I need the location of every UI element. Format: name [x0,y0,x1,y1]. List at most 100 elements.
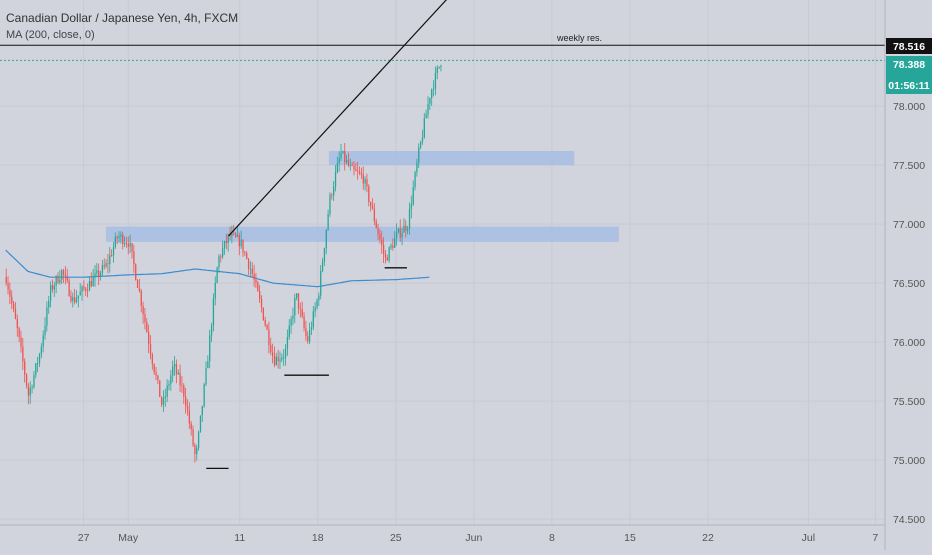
candle-body [284,348,287,358]
time-axis[interactable]: 27 May 11 18 25 Jun 8 15 22 Jul 7 [0,524,885,544]
candle-body [307,335,309,342]
candle-body [246,253,248,259]
candles [5,64,442,463]
candle-body [172,366,174,376]
candle-body [314,307,316,312]
candle-body [101,265,104,273]
candle-body [342,151,344,153]
price-tick-label: 76.500 [893,278,925,290]
candle-body [429,98,431,104]
candle-body [418,147,420,163]
candle-body [220,256,222,258]
candle-body [85,288,87,291]
price-tick-label: 77.500 [893,160,925,172]
candle-body [416,162,418,173]
candle-body [153,364,155,373]
candle-body [273,355,276,366]
candle-body [401,232,403,238]
candle-body [403,225,405,233]
candle-body [96,270,98,274]
grid [0,0,885,525]
candle-body [395,232,398,239]
candle-body [103,265,105,267]
candle-body [349,164,351,166]
candle-body [286,337,289,349]
candle-body [14,308,17,319]
candle-body [151,354,154,365]
candle-body [397,228,400,233]
candle-body [123,243,126,245]
candle-body [216,267,218,283]
candle-body [157,375,159,381]
candle-body [340,152,342,159]
candle-body [111,255,113,257]
candle-body [308,329,311,342]
candle-body [188,410,191,424]
candle-body [270,344,272,353]
candle-body [74,297,76,303]
candle-body [114,236,117,248]
candle-body [303,316,305,328]
candle-body [312,311,314,328]
candle-body [333,186,335,196]
candle-body [94,273,96,278]
candle-body [296,293,298,299]
candle-body [408,208,411,229]
candle-body [33,374,35,388]
weekly-res-label: weekly res. [556,33,602,43]
candle-body [40,346,43,355]
resistance-price-label: 78.516 [893,41,925,53]
candle-body [194,445,196,455]
candle-body [310,327,313,330]
candle-body [227,234,229,244]
candle-body [214,282,216,299]
time-tick-label: 8 [549,532,555,544]
candle-body [37,363,39,364]
candle-body [242,239,244,253]
candle-body [173,364,176,367]
candle-body [16,318,18,328]
candle-body [410,204,413,209]
candle-body [357,170,359,172]
time-tick-label: May [118,532,139,544]
time-tick-label: 11 [234,532,245,544]
candle-body [222,248,224,257]
candle-body [434,72,437,89]
chart-symbol-title: Canadian Dollar / Japanese Yen, 4h, FXCM [6,11,238,25]
indicator-legend: MA (200, close, 0) [6,29,95,41]
candle-body [7,283,9,290]
candle-body [386,257,388,261]
candle-body [345,160,348,163]
candle-body [90,281,92,287]
candle-body [62,270,65,275]
candle-body [48,300,50,308]
candle-body [175,364,178,375]
candle-body [199,415,202,432]
candle-body [260,298,263,308]
candle-body [122,234,124,245]
candle-body [46,307,48,326]
candle-body [146,322,148,333]
candle-body [83,286,85,289]
candle-body [61,270,63,280]
candle-body [423,118,425,138]
candle-body [66,275,68,281]
candle-body [179,372,181,386]
candle-body [99,272,102,277]
candle-body [233,233,235,234]
candle-body [362,174,364,184]
candle-body [210,325,213,336]
candle-body [181,385,183,386]
candle-body [170,375,172,385]
candle-body [329,194,331,214]
candle-body [251,268,253,274]
candle-body [133,251,135,265]
candle-body [257,282,259,292]
candle-body [92,277,94,287]
candle-body [288,325,290,338]
candle-body [281,357,283,360]
candle-body [392,245,394,248]
candle-body [355,169,357,171]
price-tick-label: 76.000 [893,337,925,349]
